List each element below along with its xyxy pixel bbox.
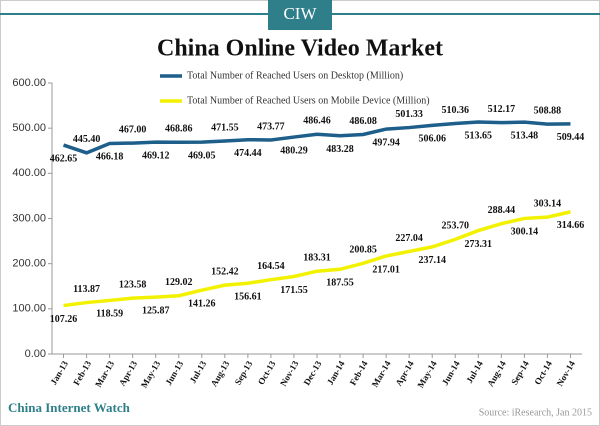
data-label: 171.55 <box>280 285 308 296</box>
data-label: 123.58 <box>119 279 147 290</box>
data-label: 480.29 <box>280 145 308 156</box>
data-label: 512.17 <box>488 104 516 115</box>
data-label: 141.26 <box>188 298 216 309</box>
data-label: 466.18 <box>96 152 124 163</box>
data-label: 445.40 <box>73 134 101 145</box>
data-label: 483.28 <box>326 144 354 155</box>
data-label: 200.85 <box>349 245 377 256</box>
data-label: 253.70 <box>442 221 470 232</box>
data-label: 288.44 <box>488 205 516 216</box>
logo-box <box>268 0 332 30</box>
data-label: 156.61 <box>234 292 262 303</box>
data-label: 467.00 <box>119 124 147 135</box>
data-label: 510.36 <box>442 105 470 116</box>
data-label: 300.14 <box>511 227 539 238</box>
data-label: 469.12 <box>142 150 170 161</box>
data-label: 513.65 <box>465 130 493 141</box>
footer-site: China Internet Watch <box>8 400 131 415</box>
data-label: 471.55 <box>211 122 239 133</box>
data-label: 486.08 <box>349 116 377 127</box>
data-label: 469.05 <box>188 150 216 161</box>
data-label: 273.31 <box>465 239 493 250</box>
legend-label: Total Number of Reached Users on Mobile … <box>187 95 430 106</box>
data-label: 129.02 <box>165 277 193 288</box>
legend-label: Total Number of Reached Users on Desktop… <box>187 70 403 81</box>
series-line <box>63 210 571 308</box>
data-label: 468.86 <box>165 124 193 135</box>
data-label: 314.66 <box>557 220 585 231</box>
y-tick-label: 200.00 <box>12 258 46 270</box>
data-label: 508.88 <box>534 105 562 116</box>
data-label: 113.87 <box>73 284 100 295</box>
data-label: 183.31 <box>303 253 331 264</box>
chart-title: China Online Video Market <box>157 36 443 62</box>
y-tick-label: 300.00 <box>12 212 46 224</box>
y-tick-label: 600.00 <box>12 77 46 89</box>
y-tick-label: 500.00 <box>12 122 46 134</box>
series-line <box>62 120 571 155</box>
data-label: 501.33 <box>395 109 423 120</box>
data-label: 497.94 <box>372 137 400 148</box>
data-label: 474.44 <box>234 148 262 159</box>
data-label: 509.44 <box>557 132 585 143</box>
data-label: 217.01 <box>372 264 400 275</box>
data-label: 187.55 <box>326 278 354 289</box>
data-label: 227.04 <box>395 233 423 244</box>
data-label: 486.46 <box>303 116 331 127</box>
data-label: 152.42 <box>211 266 239 277</box>
y-tick-label: 100.00 <box>12 303 46 315</box>
data-label: 125.87 <box>142 305 170 316</box>
footer-source: Source: iResearch, Jan 2015 <box>479 407 592 418</box>
data-label: 462.65 <box>50 153 78 164</box>
data-label: 237.14 <box>418 255 446 266</box>
y-tick-label: 0.00 <box>25 348 46 360</box>
data-label: 513.48 <box>511 130 539 141</box>
logo: CIW <box>283 4 317 23</box>
y-tick-label: 400.00 <box>12 167 46 179</box>
data-label: 107.26 <box>50 314 78 325</box>
data-label: 303.14 <box>534 198 562 209</box>
data-label: 118.59 <box>96 309 123 320</box>
data-label: 506.06 <box>418 134 446 145</box>
data-label: 473.77 <box>257 121 285 132</box>
data-label: 164.54 <box>257 261 285 272</box>
